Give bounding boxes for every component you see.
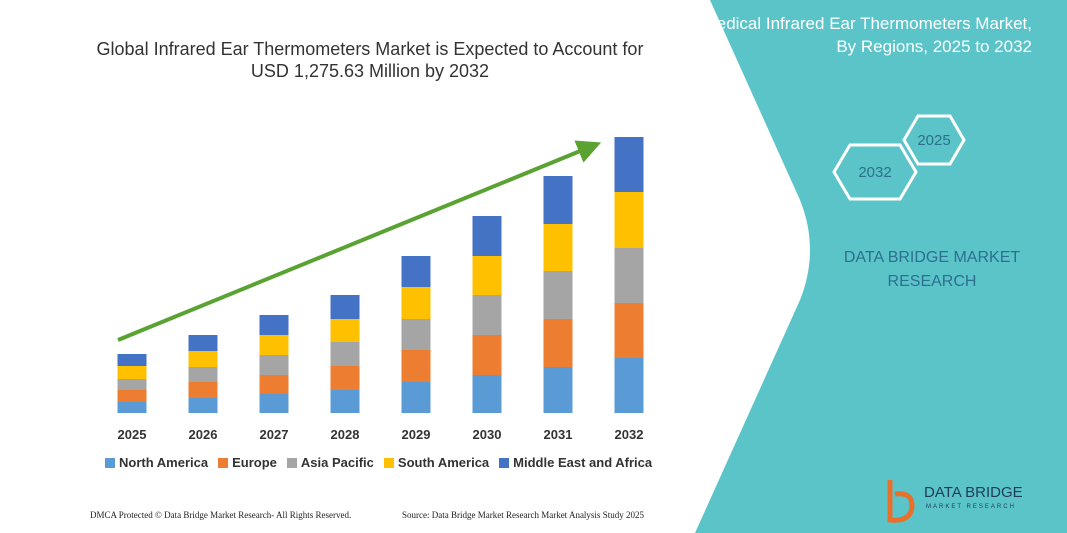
bar-segment <box>401 256 431 287</box>
bar-segment <box>259 315 289 335</box>
bar-segment <box>259 375 289 394</box>
side-panel <box>695 0 1067 533</box>
logo-mark <box>887 480 915 523</box>
chart-title: Global Infrared Ear Thermometers Market … <box>96 39 644 81</box>
bar-segment <box>614 303 644 358</box>
bar-segment <box>472 335 502 375</box>
bar-segment <box>330 366 360 390</box>
legend-swatch <box>105 457 115 468</box>
hexagon <box>902 114 966 166</box>
legend: North America Europe Asia Pacific South Ame… <box>105 455 652 470</box>
x-tick-label: 2030 <box>473 427 502 442</box>
legend-label: Europe <box>232 455 277 470</box>
bar-segment <box>117 390 147 402</box>
bar-segment <box>543 271 573 319</box>
bar-segment <box>330 390 360 413</box>
bar-segment <box>330 295 360 319</box>
footer-left: DMCA Protected © Data Bridge Market Rese… <box>90 510 352 520</box>
logo-name: DATA BRIDGE <box>924 484 1023 501</box>
bar-segment <box>472 295 502 335</box>
bar-segment <box>401 382 431 413</box>
footer-right: Source: Data Bridge Market Research Mark… <box>402 510 644 520</box>
legend-label: South America <box>397 455 490 470</box>
bar-segment <box>472 256 502 295</box>
logo-tagline: MARKET RESEARCH <box>926 504 1016 510</box>
legend-swatch <box>499 457 510 468</box>
bar-segment <box>117 379 147 390</box>
bar-segment <box>188 398 218 413</box>
legend-label: North America <box>119 455 209 470</box>
x-tick-label: 2031 <box>544 427 573 442</box>
bar-segment <box>614 192 644 248</box>
legend-entry: North America <box>105 455 208 470</box>
legend-swatch <box>286 457 297 468</box>
x-tick-label: 2025 <box>118 427 147 442</box>
bar-segment <box>330 342 360 366</box>
bar-segment <box>614 137 644 192</box>
x-tick-label: 2029 <box>402 427 431 442</box>
bar-segment <box>401 350 431 382</box>
bar-segment <box>117 366 147 379</box>
legend-swatch <box>383 457 394 468</box>
bar-segment <box>472 375 502 413</box>
legend-label: Middle East and Africa <box>513 455 653 470</box>
hexagon <box>832 143 918 201</box>
bar-segment <box>188 351 218 367</box>
bar-segment <box>188 382 218 398</box>
bar-segment <box>472 216 502 256</box>
legend-entry: South America <box>383 455 490 470</box>
bar-segment <box>614 358 644 413</box>
legend-swatch <box>218 457 229 468</box>
bar-segment <box>259 355 289 375</box>
x-tick-label: 2032 <box>615 427 644 442</box>
brand: DATA BRIDGE MARKET RESEARCH <box>843 249 1021 290</box>
legend-entry: Middle East and Africa <box>499 455 652 470</box>
badge: 2025 <box>917 132 950 149</box>
bar-segment <box>188 335 218 351</box>
bar-segment <box>188 367 218 382</box>
x-tick-label: 2026 <box>189 427 218 442</box>
legend-entry: Asia Pacific <box>286 455 374 470</box>
bar-segment <box>117 354 147 366</box>
bar-segment <box>259 394 289 413</box>
x-tick-label: 2028 <box>331 427 360 442</box>
panel-title: Medical Infrared Ear Thermometers Market… <box>702 14 1032 56</box>
legend-entry: Europe <box>218 455 277 470</box>
badge: 2032 <box>858 164 891 181</box>
bar-segment <box>543 319 573 367</box>
x-tick-label: 2027 <box>260 427 289 442</box>
bar-segment <box>614 248 644 303</box>
legend-label: Asia Pacific <box>300 455 374 470</box>
bar-segment <box>117 402 147 413</box>
bar-segment <box>543 224 573 271</box>
bar-segment <box>259 335 289 355</box>
trend-arrow <box>117 140 602 342</box>
bar-segment <box>330 319 360 342</box>
bar-segment <box>401 287 431 319</box>
bar-segment <box>543 176 573 224</box>
bar-segment <box>401 319 431 350</box>
bar-segment <box>543 367 573 413</box>
